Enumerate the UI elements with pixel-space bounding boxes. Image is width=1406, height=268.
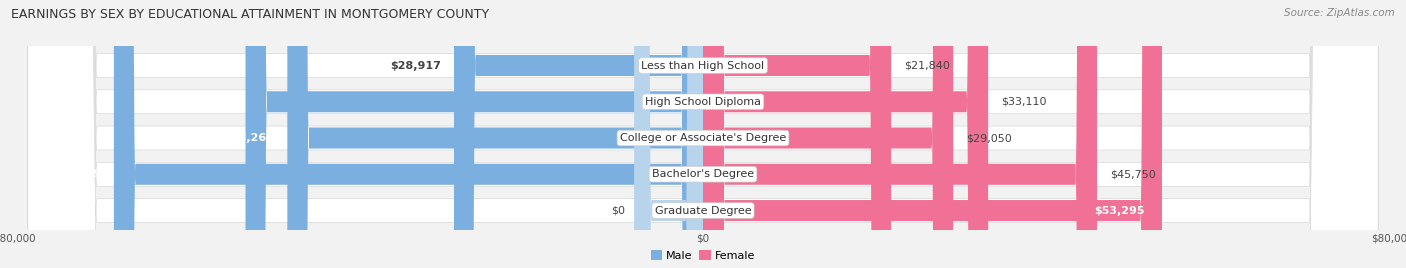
- FancyBboxPatch shape: [28, 0, 1378, 268]
- Text: $33,110: $33,110: [1001, 97, 1046, 107]
- Text: $45,750: $45,750: [1109, 169, 1156, 179]
- Text: Bachelor's Degree: Bachelor's Degree: [652, 169, 754, 179]
- FancyBboxPatch shape: [454, 0, 703, 268]
- Text: $29,050: $29,050: [966, 133, 1012, 143]
- Legend: Male, Female: Male, Female: [647, 246, 759, 266]
- Text: Graduate Degree: Graduate Degree: [655, 206, 751, 215]
- FancyBboxPatch shape: [28, 0, 1378, 268]
- Text: $28,917: $28,917: [391, 61, 441, 70]
- Text: $48,267: $48,267: [224, 133, 274, 143]
- FancyBboxPatch shape: [703, 0, 988, 268]
- Text: $0: $0: [612, 206, 626, 215]
- Text: $53,295: $53,295: [1094, 206, 1144, 215]
- FancyBboxPatch shape: [287, 0, 703, 268]
- FancyBboxPatch shape: [28, 0, 1378, 268]
- Text: College or Associate's Degree: College or Associate's Degree: [620, 133, 786, 143]
- FancyBboxPatch shape: [703, 0, 953, 268]
- Text: $53,125: $53,125: [183, 97, 232, 107]
- Text: Source: ZipAtlas.com: Source: ZipAtlas.com: [1284, 8, 1395, 18]
- FancyBboxPatch shape: [114, 0, 703, 268]
- FancyBboxPatch shape: [634, 0, 703, 268]
- Text: EARNINGS BY SEX BY EDUCATIONAL ATTAINMENT IN MONTGOMERY COUNTY: EARNINGS BY SEX BY EDUCATIONAL ATTAINMEN…: [11, 8, 489, 21]
- FancyBboxPatch shape: [703, 0, 891, 268]
- Text: $21,840: $21,840: [904, 61, 950, 70]
- FancyBboxPatch shape: [703, 0, 1097, 268]
- FancyBboxPatch shape: [246, 0, 703, 268]
- FancyBboxPatch shape: [28, 0, 1378, 268]
- Text: High School Diploma: High School Diploma: [645, 97, 761, 107]
- Text: $68,409: $68,409: [51, 169, 101, 179]
- FancyBboxPatch shape: [703, 0, 1161, 268]
- FancyBboxPatch shape: [28, 0, 1378, 268]
- Text: Less than High School: Less than High School: [641, 61, 765, 70]
